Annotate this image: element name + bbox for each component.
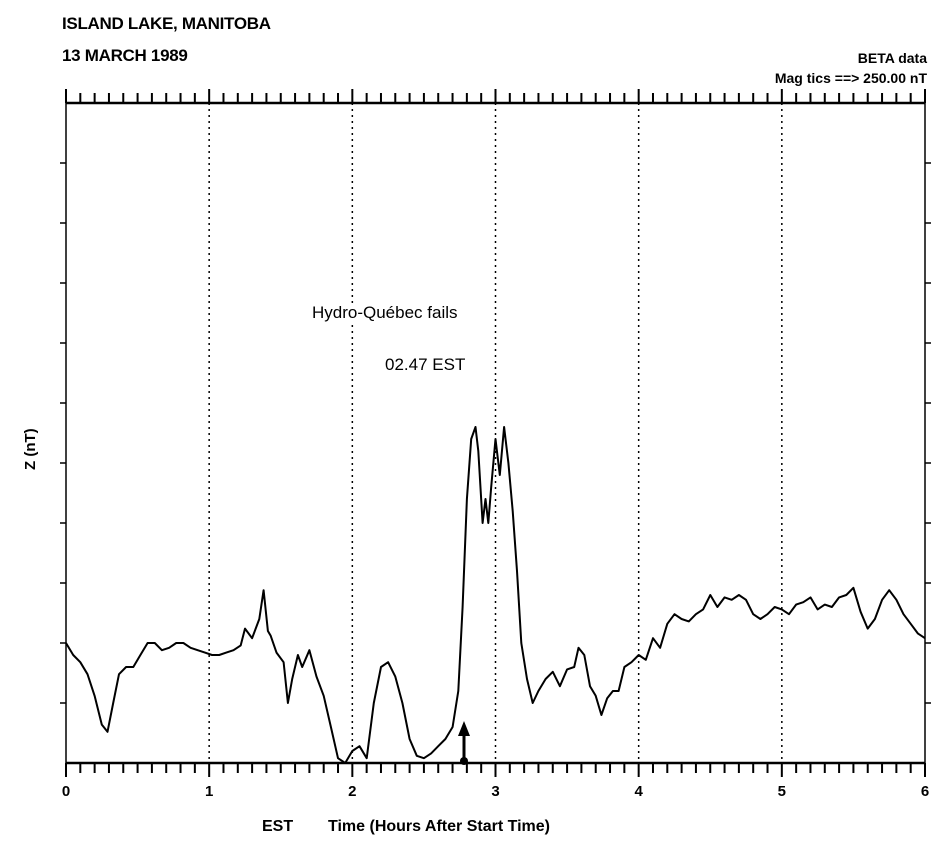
mag-tics-scale-label: Mag tics ==> 250.00 nT [774, 70, 927, 86]
x-tick-label-2: 2 [348, 783, 356, 800]
z-line-0 [65, 426, 926, 764]
location-title: ISLAND LAKE, MANITOBA [62, 14, 271, 33]
x-tick-label-0: 0 [62, 783, 70, 800]
hour-dotted-lines [208, 103, 783, 763]
x-tick-label-5: 5 [778, 783, 786, 800]
x-tick-label-3: 3 [491, 783, 499, 800]
event-arrow-base [460, 757, 469, 765]
data-source-label: BETA data [857, 50, 927, 66]
x-tick-labels: 0 1 2 3 4 5 6 [62, 783, 929, 800]
axis-ticks [60, 89, 931, 777]
timezone-label: EST [262, 818, 294, 835]
event-arrow-head [458, 721, 471, 736]
event-annotation-line2: 02.47 EST [383, 355, 468, 375]
x-axis-label: Time (Hours After Start Time) [328, 818, 550, 835]
event-arrow-marker [458, 721, 471, 765]
y-axis-label: Z (nT) [22, 428, 39, 470]
x-tick-label-4: 4 [634, 783, 643, 800]
z-series [65, 426, 926, 764]
event-annotation-line1: Hydro-Québec fails [310, 303, 460, 323]
x-tick-label-1: 1 [205, 783, 213, 800]
date-title: 13 MARCH 1989 [62, 46, 188, 65]
x-tick-label-6: 6 [921, 783, 929, 800]
